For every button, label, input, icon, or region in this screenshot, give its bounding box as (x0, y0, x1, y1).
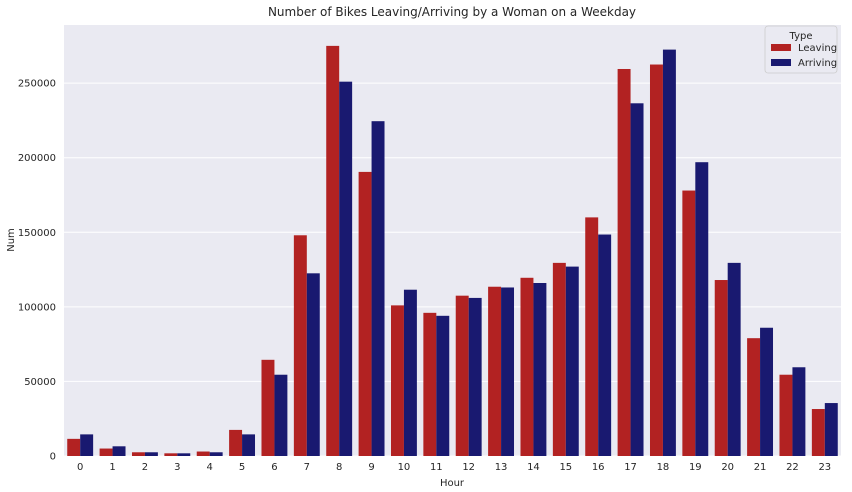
y-tick-label: 200000 (18, 153, 56, 164)
bar-arriving-hour-3 (177, 453, 191, 456)
y-tick-label: 250000 (18, 79, 56, 90)
x-tick-label: 9 (368, 462, 374, 473)
bar-leaving-hour-4 (196, 451, 210, 456)
bar-leaving-hour-2 (131, 452, 145, 456)
bar-arriving-hour-6 (274, 374, 288, 456)
bar-leaving-hour-13 (488, 286, 502, 456)
y-tick-label: 0 (50, 452, 56, 463)
x-tick-label: 0 (77, 462, 83, 473)
x-axis-ticks: 0 1 2 3 4 5 6 7 8 9 10 11 12 13 14 15 16 17 18 19 20 21 22 23 (77, 462, 831, 473)
x-tick-label: 18 (657, 462, 670, 473)
bar-arriving-hour-19 (695, 162, 709, 456)
bar-leaving-hour-10 (390, 305, 404, 456)
bar-arriving-hour-4 (209, 452, 223, 456)
legend-swatch-leaving (771, 44, 791, 51)
bar-arriving-hour-14 (533, 283, 547, 456)
y-tick-label: 150000 (18, 228, 56, 239)
x-tick-label: 12 (462, 462, 475, 473)
y-axis-ticks: 0 50000 100000 150000 200000 250000 (18, 79, 56, 463)
x-tick-label: 4 (207, 462, 213, 473)
bars (67, 45, 838, 457)
x-tick-label: 2 (142, 462, 148, 473)
x-tick-label: 11 (430, 462, 443, 473)
bar-leaving-hour-3 (164, 453, 178, 456)
bar-leaving-hour-0 (67, 438, 81, 456)
bar-leaving-hour-8 (326, 45, 340, 456)
bar-leaving-hour-9 (358, 171, 372, 456)
bar-arriving-hour-13 (501, 287, 515, 456)
bar-leaving-hour-5 (229, 429, 243, 456)
bar-leaving-hour-14 (520, 277, 534, 456)
bar-arriving-hour-10 (403, 289, 417, 456)
bar-arriving-hour-11 (436, 315, 450, 456)
x-tick-label: 16 (592, 462, 605, 473)
bar-arriving-hour-9 (371, 121, 385, 456)
bar-leaving-hour-12 (455, 295, 469, 456)
x-tick-label: 15 (559, 462, 572, 473)
legend-label-leaving: Leaving (798, 43, 837, 54)
y-axis-label: Num (6, 228, 17, 252)
x-tick-label: 8 (336, 462, 342, 473)
bar-arriving-hour-17 (630, 103, 644, 457)
bar-arriving-hour-2 (144, 452, 158, 456)
x-tick-label: 1 (109, 462, 115, 473)
bar-leaving-hour-22 (779, 374, 793, 456)
bar-arriving-hour-0 (80, 434, 94, 456)
bar-leaving-hour-23 (811, 409, 825, 456)
bar-leaving-hour-17 (617, 68, 631, 456)
bar-leaving-hour-21 (747, 338, 761, 456)
x-tick-label: 23 (818, 462, 831, 473)
bar-arriving-hour-21 (760, 327, 774, 456)
x-tick-label: 10 (398, 462, 411, 473)
x-tick-label: 7 (304, 462, 310, 473)
x-tick-label: 5 (239, 462, 245, 473)
y-tick-label: 50000 (24, 377, 56, 388)
bar-leaving-hour-18 (649, 64, 663, 457)
bar-leaving-hour-16 (585, 217, 599, 456)
legend-title: Type (789, 31, 813, 42)
bar-leaving-hour-19 (682, 190, 696, 456)
bar-arriving-hour-5 (242, 434, 256, 456)
x-tick-label: 6 (271, 462, 277, 473)
x-tick-label: 20 (721, 462, 734, 473)
x-tick-label: 13 (495, 462, 508, 473)
x-tick-label: 22 (786, 462, 799, 473)
x-tick-label: 3 (174, 462, 180, 473)
bar-arriving-hour-7 (306, 273, 320, 456)
legend-label-arriving: Arriving (798, 58, 837, 69)
bar-leaving-hour-11 (423, 312, 437, 456)
bar-arriving-hour-23 (824, 403, 838, 456)
legend: Type Leaving Arriving (764, 25, 838, 74)
grid-lines (64, 82, 841, 457)
bar-arriving-hour-20 (727, 262, 741, 456)
bar-arriving-hour-15 (565, 266, 579, 456)
x-tick-label: 14 (527, 462, 540, 473)
x-tick-label: 17 (624, 462, 637, 473)
chart-title: Number of Bikes Leaving/Arriving by a Wo… (268, 5, 636, 19)
plot-area (64, 25, 841, 456)
bar-arriving-hour-12 (468, 297, 482, 456)
bar-arriving-hour-18 (662, 49, 676, 456)
x-tick-label: 21 (754, 462, 767, 473)
bar-arriving-hour-1 (112, 446, 126, 456)
legend-swatch-arriving (771, 59, 791, 66)
y-tick-label: 100000 (18, 302, 56, 313)
bar-leaving-hour-6 (261, 359, 275, 456)
bar-leaving-hour-1 (99, 448, 113, 456)
x-tick-label: 19 (689, 462, 702, 473)
bar-leaving-hour-20 (714, 280, 728, 456)
bar-leaving-hour-15 (552, 262, 566, 456)
bar-arriving-hour-22 (792, 367, 806, 456)
x-axis-label: Hour (440, 478, 465, 489)
bar-arriving-hour-8 (339, 81, 353, 457)
bar-leaving-hour-7 (293, 235, 307, 456)
bar-arriving-hour-16 (598, 234, 612, 456)
